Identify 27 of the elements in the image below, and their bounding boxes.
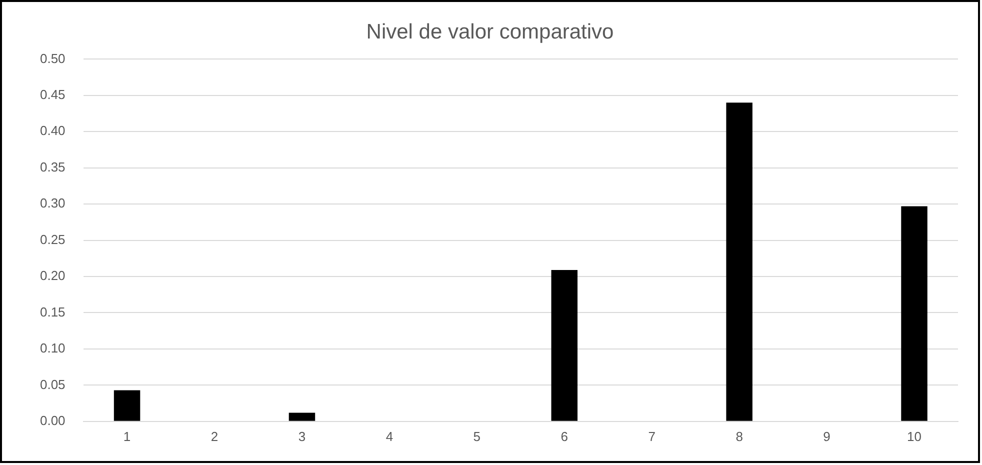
bar: [901, 206, 928, 421]
y-tick-label: 0.45: [40, 87, 66, 102]
x-tick-label: 7: [648, 428, 656, 444]
x-tick-label: 2: [210, 428, 218, 444]
x-tick-label: 10: [907, 428, 922, 444]
x-tick-label: 5: [473, 428, 481, 444]
y-tick-label: 0.35: [40, 159, 66, 174]
bar: [726, 102, 752, 421]
y-tick-label: 0.30: [40, 196, 66, 211]
x-tick-label: 4: [386, 428, 394, 444]
bar: [288, 412, 316, 421]
x-tick-label: 3: [298, 428, 306, 444]
y-tick-label: 0.20: [40, 268, 66, 284]
y-tick-label: 0.25: [40, 232, 66, 247]
x-tick-label: 8: [736, 428, 743, 444]
y-tick-label: 0.00: [40, 412, 66, 428]
y-tick-label: 0.15: [40, 304, 66, 320]
y-tick-label: 0.05: [40, 376, 66, 392]
bar: [114, 390, 140, 421]
y-tick-label: 0.10: [40, 340, 66, 356]
bar: [551, 270, 578, 421]
x-tick-label: 9: [823, 428, 830, 444]
chart-title: Nivel de valor comparativo: [366, 20, 614, 44]
x-tick-label: 6: [560, 428, 568, 444]
x-tick-label: 1: [123, 428, 131, 444]
y-tick-label: 0.40: [40, 123, 66, 138]
y-tick-label: 0.50: [40, 50, 66, 66]
